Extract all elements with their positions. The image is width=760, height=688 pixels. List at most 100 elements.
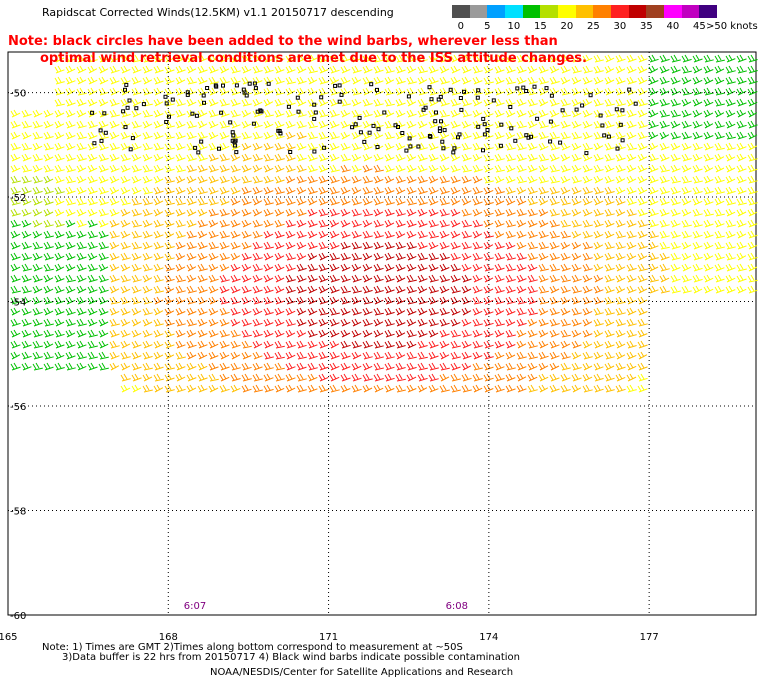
wind-barb <box>417 131 428 140</box>
wind-barb <box>538 340 549 349</box>
wind-barb <box>208 120 219 129</box>
wind-barb <box>252 340 263 349</box>
wind-barb <box>21 131 32 140</box>
wind-barb <box>373 98 384 107</box>
wind-barb <box>340 296 351 305</box>
wind-barb <box>626 362 637 371</box>
quality-flag-marker <box>170 97 175 102</box>
wind-barb <box>263 351 274 360</box>
quality-flag-marker <box>560 108 565 113</box>
wind-barb <box>461 208 472 217</box>
wind-barb <box>417 164 428 173</box>
wind-barb <box>549 263 560 272</box>
colorbar-swatch <box>646 5 665 18</box>
wind-barb <box>87 164 98 173</box>
wind-barb <box>626 120 637 129</box>
wind-barb <box>681 142 692 151</box>
wind-barb <box>296 98 307 107</box>
wind-barb <box>351 65 362 74</box>
wind-barb <box>670 274 681 283</box>
wind-barb <box>395 98 406 107</box>
wind-barb <box>120 164 131 173</box>
wind-barb <box>527 384 538 393</box>
wind-barb <box>142 241 153 250</box>
colorbar-swatch <box>540 5 559 18</box>
wind-barb <box>109 252 120 261</box>
wind-barb <box>87 252 98 261</box>
wind-barb <box>329 274 340 283</box>
wind-barb <box>659 54 670 63</box>
wind-barb <box>637 263 648 272</box>
wind-barb <box>76 252 87 261</box>
wind-barb <box>747 263 758 272</box>
colorbar-tick-label: 5 <box>484 21 491 32</box>
wind-barb <box>98 197 109 206</box>
wind-barb <box>340 263 351 272</box>
wind-barb <box>626 131 637 140</box>
wind-barb <box>439 274 450 283</box>
wind-barb <box>252 351 263 360</box>
wind-barb <box>230 230 241 239</box>
wind-barb <box>120 76 131 85</box>
wind-barb <box>219 384 230 393</box>
wind-barb <box>571 219 582 228</box>
wind-barb <box>703 197 714 206</box>
wind-barb <box>10 131 21 140</box>
quality-flag-marker <box>606 134 611 139</box>
wind-barb <box>65 131 76 140</box>
wind-barb <box>65 98 76 107</box>
wind-barb <box>549 362 560 371</box>
wind-barb <box>406 208 417 217</box>
wind-barb <box>43 120 54 129</box>
footer-note-line1: Note: 1) Times are GMT 2)Times along bot… <box>42 642 463 653</box>
wind-barb <box>439 153 450 162</box>
wind-barb <box>65 285 76 294</box>
wind-barb <box>516 285 527 294</box>
wind-barb <box>263 109 274 118</box>
wind-barb <box>538 65 549 74</box>
wind-barb <box>186 241 197 250</box>
wind-barb <box>692 197 703 206</box>
wind-barb <box>516 142 527 151</box>
wind-barb <box>285 175 296 184</box>
wind-barb <box>153 384 164 393</box>
wind-barb <box>307 219 318 228</box>
wind-barb <box>76 241 87 250</box>
wind-barb <box>329 263 340 272</box>
wind-barb <box>351 98 362 107</box>
wind-barb <box>560 208 571 217</box>
wind-barb <box>362 241 373 250</box>
wind-barb <box>307 208 318 217</box>
wind-barb <box>560 274 571 283</box>
wind-barb <box>395 285 406 294</box>
wind-barb <box>65 296 76 305</box>
x-tick-label: 168 <box>159 632 178 643</box>
quality-flag-marker <box>615 146 620 151</box>
wind-barb <box>373 318 384 327</box>
wind-barb <box>406 219 417 228</box>
wind-barb <box>747 186 758 195</box>
wind-barb <box>131 329 142 338</box>
wind-barb <box>329 329 340 338</box>
wind-barb <box>681 230 692 239</box>
wind-barb <box>626 65 637 74</box>
wind-barb <box>285 252 296 261</box>
wind-barb <box>109 351 120 360</box>
wind-barb <box>747 131 758 140</box>
quality-flag-marker <box>485 128 490 132</box>
wind-barb <box>450 274 461 283</box>
wind-barb <box>417 274 428 283</box>
wind-barb <box>241 98 252 107</box>
wind-barb <box>527 65 538 74</box>
quality-flag-marker <box>312 116 317 121</box>
wind-barb <box>186 340 197 349</box>
wind-barb <box>32 230 43 239</box>
wind-barb <box>637 120 648 129</box>
wind-barb <box>109 241 120 250</box>
wind-barb <box>153 186 164 195</box>
wind-barb <box>98 241 109 250</box>
wind-barb <box>450 329 461 338</box>
wind-barb <box>395 340 406 349</box>
wind-barb <box>21 351 32 360</box>
wind-barb <box>725 120 736 129</box>
